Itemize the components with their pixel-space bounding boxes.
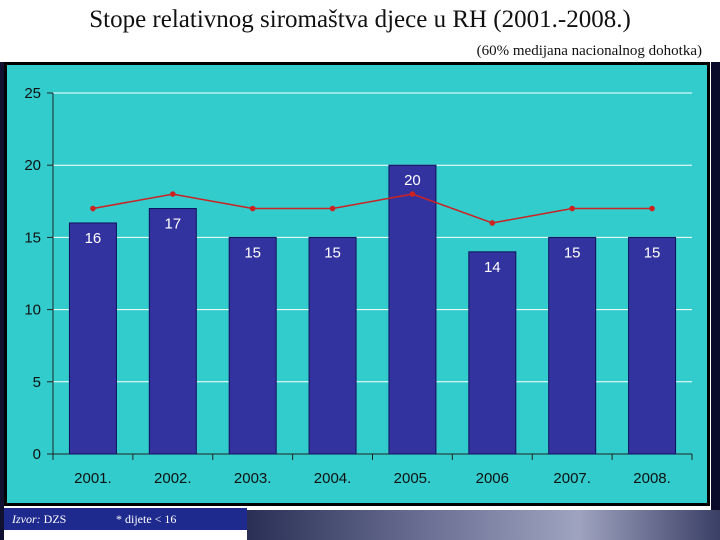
data-label-2001.: 16 [85, 230, 102, 247]
y-tick-label-25: 25 [24, 85, 41, 102]
right-border-strip [711, 62, 720, 532]
x-tick-label-2005.: 2005. [394, 470, 432, 487]
slide-subtitle: (60% medijana nacionalnog dohotka) [476, 43, 702, 59]
data-label-2007.: 15 [564, 244, 581, 261]
y-tick-label-10: 10 [24, 302, 41, 319]
y-tick-label-5: 5 [33, 374, 41, 391]
bar-2008. [628, 236, 677, 455]
data-label-2004.: 15 [324, 244, 341, 261]
source-value: DZS [43, 512, 67, 526]
y-tick-label-20: 20 [24, 157, 41, 174]
line-point-2004. [329, 205, 336, 212]
left-border-strip [0, 62, 4, 540]
decorative-bottom-band [247, 510, 720, 540]
line-point-2003. [249, 205, 256, 212]
data-label-2005.: 20 [404, 172, 421, 189]
bar-2001. [68, 222, 117, 455]
line-point-2008. [649, 205, 655, 212]
x-tick-label-2003.: 2003. [234, 470, 272, 487]
y-tick-label-15: 15 [24, 229, 41, 246]
data-label-2006: 14 [484, 259, 501, 276]
line-point-2002. [170, 191, 176, 197]
bar-2002. [148, 208, 197, 455]
child-definition-note: * dijete < 16 [116, 512, 177, 526]
line-point-2001. [90, 205, 96, 212]
line-point-2007. [569, 205, 575, 212]
labels: 16 17 15 15 20 14 15 15 [85, 172, 661, 276]
x-tick-label-2007.: 2007. [553, 470, 591, 487]
x-tick-label-2004.: 2004. [314, 470, 352, 487]
axes: 0 5 10 15 20 25 2001. 2002. 2003. 2004. 2005. 2006 2… [24, 85, 693, 487]
slide-title: Stope relativnog siromaštva djece u RH (… [89, 6, 631, 33]
line-series [90, 191, 655, 226]
x-tick-label-2002.: 2002. [154, 470, 192, 487]
data-label-2003.: 15 [244, 244, 261, 261]
line-point-2006 [489, 220, 496, 226]
bar-2004. [308, 236, 357, 455]
trend-line [92, 193, 653, 224]
data-label-2002.: 17 [164, 216, 181, 233]
line-point-2005. [409, 191, 416, 197]
source-label: Izvor: [12, 512, 41, 526]
bar-2003. [228, 236, 277, 455]
bars [68, 164, 677, 455]
x-tick-label-2001.: 2001. [74, 470, 112, 487]
bar-2005. [388, 164, 437, 455]
source-note: Izvor: DZS [12, 512, 66, 527]
y-tick-label-0: 0 [33, 446, 41, 463]
bar-2007. [548, 236, 597, 455]
data-label-2008.: 15 [644, 244, 661, 261]
bar-2006 [468, 251, 517, 455]
x-tick-label-2006: 2006 [476, 470, 509, 487]
footer-bar [4, 508, 247, 530]
x-tick-label-2008.: 2008. [633, 470, 671, 487]
